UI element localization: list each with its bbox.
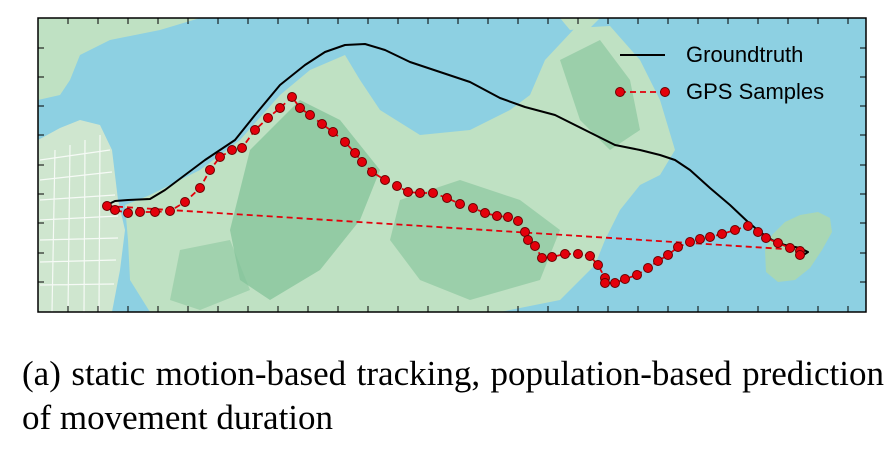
gps-sample-point: [730, 225, 740, 235]
hill-shading: [390, 180, 560, 300]
gps-sample-point: [250, 125, 260, 135]
hill-shading: [560, 40, 640, 150]
gps-sample-point: [513, 216, 523, 226]
gps-sample-point: [102, 201, 112, 211]
gps-sample-point: [275, 103, 285, 113]
gps-sample-point: [761, 233, 771, 243]
legend: Groundtruth GPS Samples: [615, 42, 824, 104]
gps-sample-point: [392, 181, 402, 191]
gps-sample-point: [150, 207, 160, 217]
town-grid: [39, 134, 119, 312]
gps-sample-point: [295, 103, 305, 113]
gps-sample-point: [743, 221, 753, 231]
gps-sample-point: [357, 157, 367, 167]
gps-sample-point: [227, 145, 237, 155]
gps-sample-point: [560, 249, 570, 259]
gps-sample-point: [317, 119, 327, 129]
gps-sample-point: [263, 113, 273, 123]
frame-ticks: [38, 18, 866, 312]
gps-sample-point: [523, 235, 533, 245]
gps-sample-point: [600, 278, 610, 288]
gps-sample-point: [530, 241, 540, 251]
gps-sample-point: [428, 188, 438, 198]
gps-sample-point: [753, 227, 763, 237]
gps-sample-point: [135, 207, 145, 217]
gps-sample-point: [795, 250, 805, 260]
gps-sample-point: [537, 253, 547, 263]
gps-sample-point: [643, 263, 653, 273]
gps-sample-point: [585, 251, 595, 261]
gps-sample-point: [165, 206, 175, 216]
gps-sample-point: [340, 137, 350, 147]
gps-sample-point: [632, 270, 642, 280]
hill-shading: [170, 240, 250, 310]
legend-gps-marker: [660, 87, 670, 97]
gps-sample-point: [237, 143, 247, 153]
legend-gps-marker: [615, 87, 625, 97]
gps-sample-point: [785, 243, 795, 253]
gps-sample-point: [593, 260, 603, 270]
gps-sample-point: [492, 211, 502, 221]
legend-gps-label: GPS Samples: [686, 79, 824, 104]
gps-sample-point: [215, 152, 225, 162]
gps-sample-point: [195, 183, 205, 193]
gps-sample-point: [205, 165, 215, 175]
gps-sample-point: [123, 208, 133, 218]
north-island: [560, 18, 600, 30]
hill-shading: [230, 100, 380, 300]
gps-sample-point: [685, 237, 695, 247]
gps-sample-point: [773, 238, 783, 248]
gps-sample-point: [287, 92, 297, 102]
map-base: [38, 18, 866, 312]
gps-sample-point: [367, 167, 377, 177]
map-figure: Groundtruth GPS Samples: [37, 17, 867, 313]
west-land: [38, 120, 125, 312]
gps-straight-segment: [106, 205, 801, 251]
gps-sample-point: [403, 187, 413, 197]
gps-sample-point: [415, 188, 425, 198]
gps-sample-point: [610, 278, 620, 288]
gps-sample-point: [717, 229, 727, 239]
gps-sample-point: [695, 234, 705, 244]
gps-sample-point: [468, 203, 478, 213]
gps-sample-point: [673, 242, 683, 252]
gps-sample-point: [620, 274, 630, 284]
gps-sample-point: [350, 148, 360, 158]
gps-samples: [102, 92, 805, 288]
gps-sample-point: [305, 110, 315, 120]
northwest-land: [38, 18, 200, 100]
legend-groundtruth-label: Groundtruth: [686, 42, 803, 67]
gps-sample-point: [705, 232, 715, 242]
figure-caption: (a) static motion-based tracking, popula…: [22, 354, 884, 437]
gps-sample-point: [110, 205, 120, 215]
gps-sample-point: [480, 208, 490, 218]
gps-sample-point: [573, 249, 583, 259]
gps-sample-point: [663, 250, 673, 260]
gps-sample-point: [380, 175, 390, 185]
gps-sample-point: [653, 256, 663, 266]
gps-sample-point: [328, 127, 338, 137]
gps-sample-point: [547, 252, 557, 262]
gps-sample-point: [503, 212, 513, 222]
gps-sample-point: [180, 197, 190, 207]
gps-sample-point: [442, 193, 452, 203]
gps-sample-point: [455, 199, 465, 209]
